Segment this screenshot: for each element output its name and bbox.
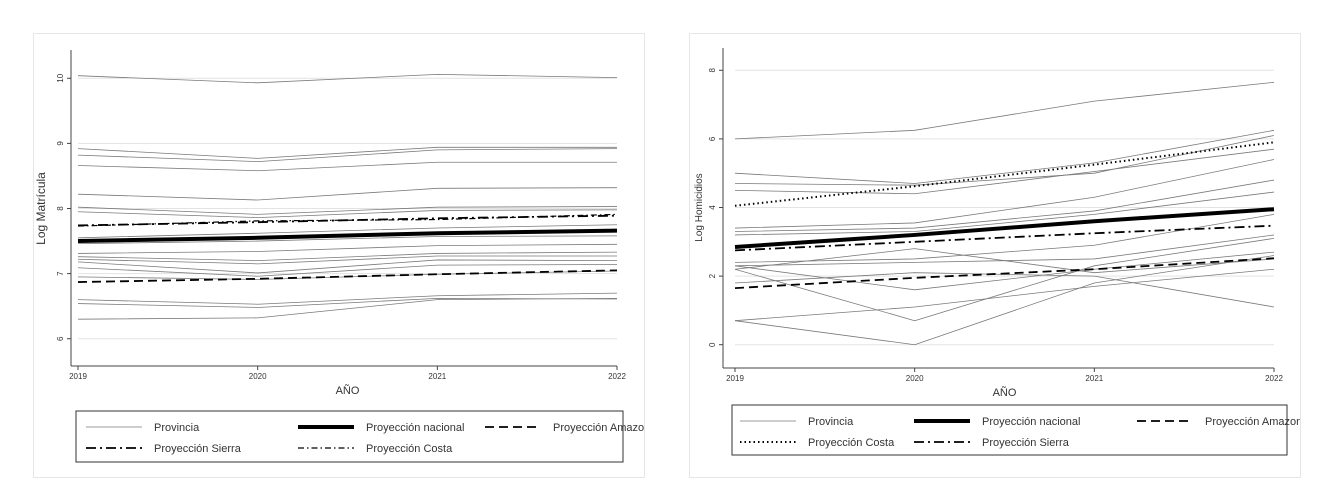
chart-panel-homicidios: 0 2 4 6 8 2019 2020 2021 2022 AÑO Log Homicidios Pr…	[689, 33, 1301, 478]
y-tick-label: 8	[708, 68, 717, 73]
series-line-provincia	[77, 73, 618, 84]
legend-label: Proyección nacional	[366, 422, 464, 434]
legend-label: Provincia	[154, 422, 200, 434]
series-line-provincia	[734, 255, 1275, 346]
series-line-provincia	[734, 159, 1275, 229]
y-tick-label: 0	[708, 342, 717, 347]
series-line-proyeccion-amazonia	[734, 257, 1275, 290]
series-line-provincia	[734, 191, 1275, 236]
series-line-proyeccion-sierra	[734, 224, 1275, 252]
series-line-provincia	[77, 270, 618, 280]
series-line-provincia	[77, 243, 618, 254]
x-tick-label: 2022	[608, 372, 626, 381]
series-line-provincia	[77, 235, 618, 245]
series-line-provincia	[734, 135, 1275, 186]
legend-label: Provincia	[808, 416, 854, 428]
y-tick-label: 6	[708, 136, 717, 141]
y-axis-title: Log Matrícula	[34, 172, 48, 245]
series-line-provincia	[77, 146, 617, 159]
series-line-provincia	[77, 255, 617, 265]
legend-label: Proyección Sierra	[154, 443, 242, 455]
chart-matricula: 6 7 8 9 10 2019 2020 2021 2022 AÑO Log Matrícula Pr…	[34, 50, 644, 463]
series-line-provincia	[734, 268, 1275, 322]
legend-label: Proyección Amazonía	[553, 422, 644, 434]
series-line-proyeccion-nacional	[734, 207, 1275, 249]
series-line-provincia	[77, 259, 618, 274]
y-tick-label: 7	[56, 271, 65, 276]
legend-label: Proyección nacional	[982, 416, 1080, 428]
x-tick-label: 2021	[1085, 374, 1103, 383]
y-tick-label: 4	[708, 205, 717, 210]
chart-panel-matricula: 6 7 8 9 10 2019 2020 2021 2022 AÑO Log Matrícula Pr…	[33, 33, 645, 478]
legend-box	[731, 404, 1288, 456]
y-tick-label: 8	[56, 206, 65, 211]
series-line-provincia	[734, 179, 1275, 232]
y-tick-label: 2	[708, 273, 717, 278]
x-tick-label: 2022	[1265, 374, 1283, 383]
series-line-provincia	[77, 251, 618, 261]
y-tick-label: 6	[56, 336, 65, 341]
series-line-proyeccion-sierra	[77, 214, 618, 227]
x-tick-label: 2019	[69, 372, 87, 381]
legend-label: Proyección Costa	[808, 437, 895, 449]
series-line-proyeccion-nacional	[77, 228, 618, 244]
series-line-provincia	[734, 148, 1275, 195]
y-tick-label: 10	[56, 73, 65, 82]
y-tick-label: 9	[56, 141, 65, 146]
series-line-provincia	[77, 161, 617, 172]
series-line-provincia	[734, 81, 1275, 140]
y-axis-title: Log Homicidios	[694, 173, 705, 241]
series-line-provincia	[77, 148, 618, 163]
series-line-proyeccion-amazonia	[77, 269, 618, 283]
series-line-provincia	[734, 251, 1275, 291]
chart-homicidios: 0 2 4 6 8 2019 2020 2021 2022 AÑO Log Homicidios Pr…	[694, 48, 1300, 456]
x-tick-label: 2020	[906, 374, 924, 383]
series-line-provincia	[77, 187, 618, 201]
x-tick-label: 2019	[726, 374, 744, 383]
series-line-proyeccion-costa	[77, 213, 618, 227]
series-line-provincia	[734, 248, 1275, 274]
series-line-provincia	[77, 297, 618, 320]
series-line-proyeccion-costa	[734, 141, 1275, 207]
series-line-provincia	[77, 209, 618, 219]
x-tick-label: 2021	[428, 372, 446, 381]
x-tick-label: 2020	[249, 372, 267, 381]
series-line-provincia	[77, 224, 618, 239]
series-line-provincia	[77, 292, 618, 305]
x-axis-title: AÑO	[336, 384, 360, 397]
series-line-provincia	[734, 272, 1275, 308]
x-axis-title: AÑO	[993, 386, 1017, 399]
legend-label: Proyección Amazonía	[1205, 416, 1300, 428]
series-line-provincia	[734, 129, 1275, 184]
legend-box	[75, 410, 624, 463]
legend-label: Proyección Sierra	[982, 437, 1070, 449]
series-line-provincia	[77, 264, 618, 277]
series-line-provincia	[734, 237, 1275, 322]
legend-label: Proyección Costa	[366, 443, 453, 455]
series-line-provincia	[77, 206, 618, 215]
